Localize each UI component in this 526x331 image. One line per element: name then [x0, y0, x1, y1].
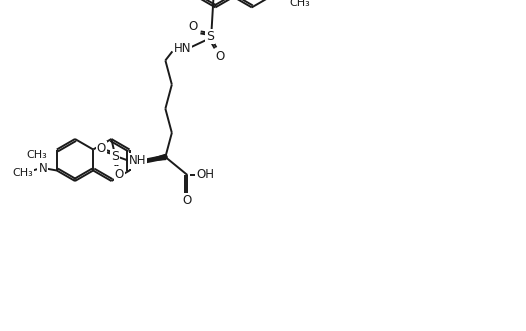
Text: O: O	[183, 195, 192, 208]
Text: HN: HN	[174, 42, 191, 55]
Text: CH₃: CH₃	[13, 167, 33, 177]
Text: S: S	[112, 151, 119, 164]
Text: O: O	[115, 167, 124, 180]
Text: N: N	[279, 0, 288, 1]
Text: CH₃: CH₃	[289, 0, 310, 8]
Text: O: O	[216, 50, 225, 63]
Polygon shape	[145, 155, 166, 161]
Text: CH₃: CH₃	[26, 150, 47, 160]
Text: O: O	[97, 143, 106, 156]
Text: OH: OH	[196, 168, 215, 181]
Text: N: N	[38, 162, 47, 175]
Text: NH: NH	[129, 155, 146, 167]
Text: O: O	[189, 20, 198, 33]
Text: S: S	[206, 30, 215, 43]
